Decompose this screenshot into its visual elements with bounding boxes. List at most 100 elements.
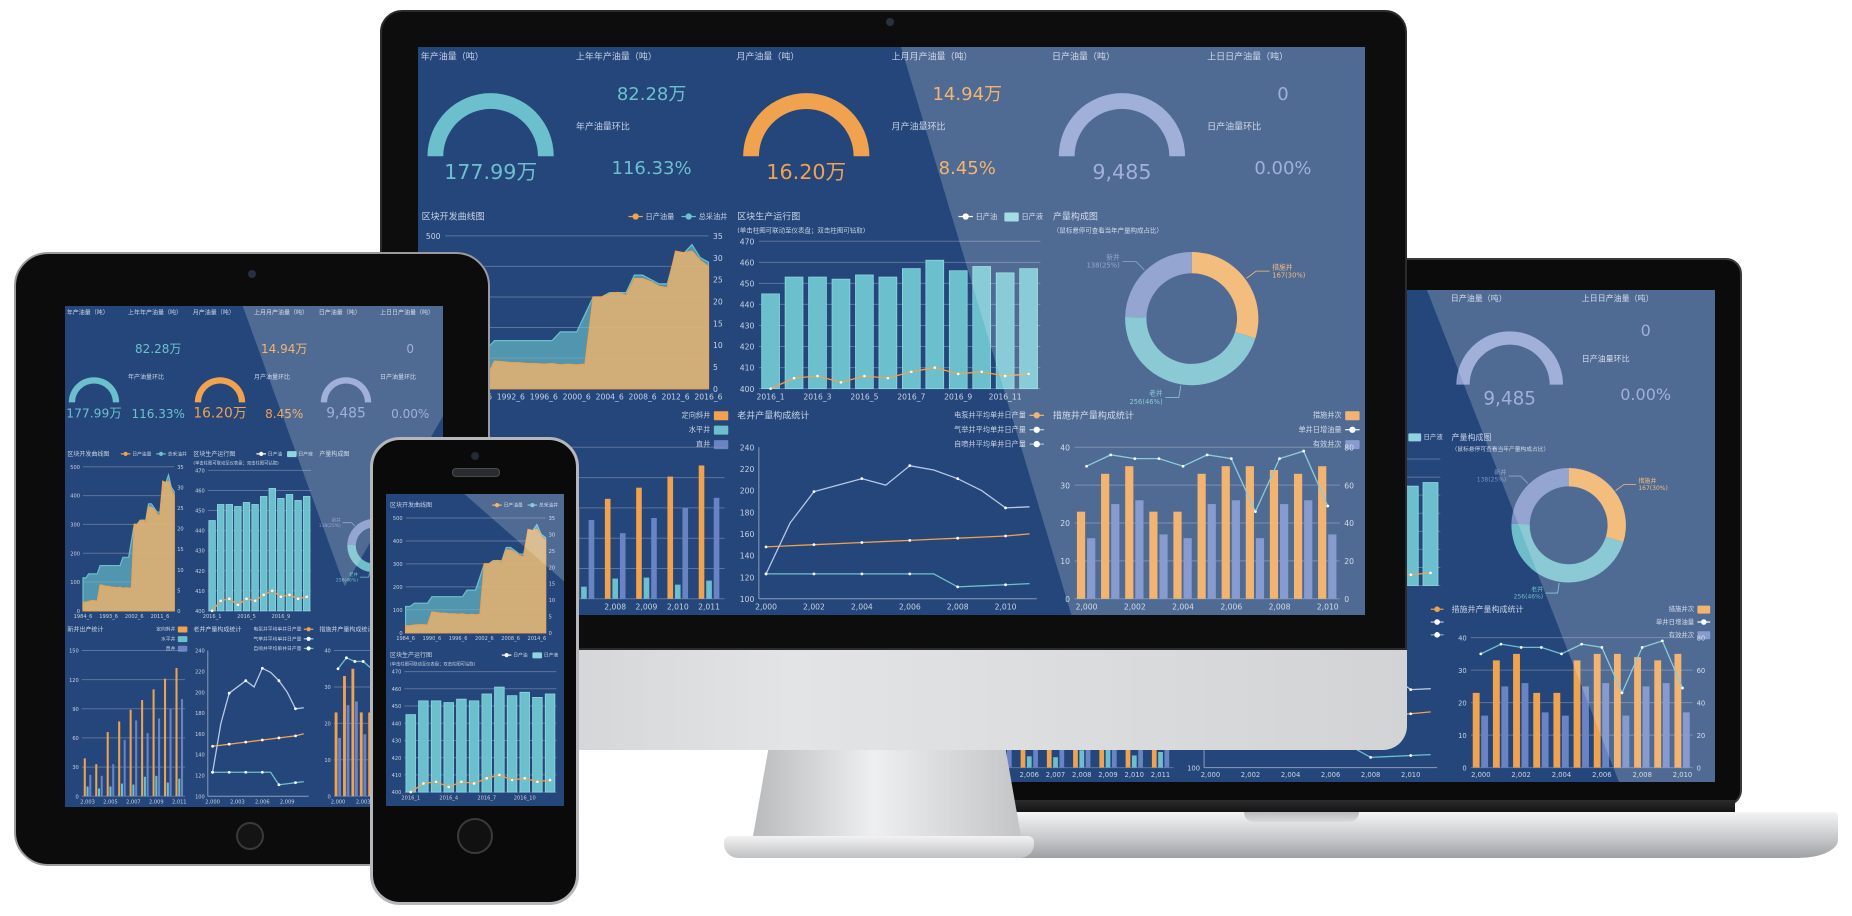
measure-bar[interactable] — [1513, 653, 1520, 768]
bar-horizontal[interactable] — [674, 584, 681, 599]
bar-directional[interactable] — [141, 700, 144, 797]
effective-bar[interactable] — [1662, 683, 1670, 768]
bar-vertical[interactable] — [651, 517, 657, 599]
bar-horizontal[interactable] — [178, 778, 181, 797]
bar-vertical[interactable] — [180, 699, 184, 797]
bar-directional[interactable] — [636, 487, 642, 599]
bar-horizontal[interactable] — [706, 580, 712, 599]
liquid-bar[interactable] — [902, 268, 921, 390]
bar-directional[interactable] — [164, 678, 167, 797]
bar-horizontal[interactable] — [1026, 756, 1032, 768]
pie-slice[interactable] — [1125, 251, 1192, 318]
effective-bar[interactable] — [1561, 715, 1569, 768]
effective-bar[interactable] — [1602, 683, 1610, 768]
liquid-bar[interactable] — [225, 504, 233, 612]
liquid-bar[interactable] — [234, 506, 242, 612]
bar-horizontal[interactable] — [612, 578, 619, 599]
bar-horizontal[interactable] — [581, 586, 587, 599]
bar-directional[interactable] — [152, 689, 155, 797]
liquid-bar[interactable] — [443, 702, 454, 793]
liquid-bar[interactable] — [995, 272, 1015, 390]
liquid-bar[interactable] — [418, 700, 429, 793]
bar-horizontal[interactable] — [643, 577, 650, 599]
measure-bar[interactable] — [1674, 653, 1682, 768]
bar-vertical[interactable] — [158, 718, 161, 797]
liquid-bar[interactable] — [456, 698, 467, 793]
bar-directional[interactable] — [118, 721, 121, 797]
bar-vertical[interactable] — [588, 520, 595, 599]
effective-bar[interactable] — [1582, 686, 1589, 768]
effective-bar[interactable] — [338, 737, 342, 797]
liquid-bar[interactable] — [831, 278, 851, 390]
liquid-bar[interactable] — [481, 693, 492, 793]
liquid-bar[interactable] — [1422, 482, 1439, 586]
effective-bar[interactable] — [1622, 715, 1630, 768]
effective-bar[interactable] — [1541, 712, 1549, 768]
liquid-bar[interactable] — [242, 502, 251, 612]
measure-bar[interactable] — [1293, 473, 1303, 599]
liquid-bar[interactable] — [544, 693, 556, 793]
liquid-bar[interactable] — [519, 691, 530, 793]
effective-bar[interactable] — [1135, 500, 1144, 599]
measure-bar[interactable] — [1173, 511, 1182, 599]
bar-horizontal[interactable] — [120, 783, 123, 797]
bar-horizontal[interactable] — [97, 788, 101, 797]
measure-bar[interactable] — [368, 712, 372, 797]
bar-horizontal[interactable] — [109, 786, 112, 797]
measure-bar[interactable] — [1101, 473, 1110, 599]
bar-horizontal[interactable] — [166, 782, 169, 797]
liquid-bar[interactable] — [268, 488, 276, 612]
bar-directional[interactable] — [106, 732, 109, 797]
bar-horizontal[interactable] — [86, 786, 89, 797]
pie-slice[interactable] — [1125, 316, 1256, 386]
bar-horizontal[interactable] — [1079, 750, 1085, 768]
liquid-bar[interactable] — [808, 276, 827, 390]
effective-bar[interactable] — [1111, 504, 1120, 599]
bar-vertical[interactable] — [619, 533, 626, 599]
liquid-bar[interactable] — [285, 494, 294, 612]
liquid-bar[interactable] — [208, 520, 216, 612]
effective-bar[interactable] — [363, 734, 367, 797]
measure-bar[interactable] — [1245, 466, 1254, 599]
effective-bar[interactable] — [1183, 538, 1192, 599]
bar-directional[interactable] — [83, 758, 86, 797]
measure-bar[interactable] — [343, 676, 346, 797]
liquid-bar[interactable] — [468, 700, 480, 793]
liquid-bar[interactable] — [251, 504, 259, 612]
measure-bar[interactable] — [334, 712, 338, 797]
bar-vertical[interactable] — [1006, 739, 1012, 768]
effective-bar[interactable] — [1231, 500, 1240, 599]
measure-bar[interactable] — [1553, 692, 1561, 768]
pie-slice[interactable] — [347, 518, 374, 546]
pie-slice[interactable] — [1191, 251, 1259, 339]
effective-bar[interactable] — [1642, 686, 1650, 768]
bar-directional[interactable] — [667, 476, 674, 599]
bar-vertical[interactable] — [89, 774, 92, 797]
measure-bar[interactable] — [1076, 511, 1086, 599]
effective-bar[interactable] — [1501, 686, 1509, 768]
measure-bar[interactable] — [1613, 653, 1621, 768]
bar-vertical[interactable] — [135, 720, 138, 797]
home-button[interactable] — [457, 818, 493, 854]
bar-horizontal[interactable] — [155, 775, 158, 797]
effective-bar[interactable] — [1682, 712, 1690, 768]
bar-vertical[interactable] — [682, 507, 689, 599]
effective-bar[interactable] — [354, 701, 358, 797]
liquid-bar[interactable] — [294, 500, 302, 612]
liquid-bar[interactable] — [972, 266, 992, 390]
liquid-bar[interactable] — [405, 714, 416, 793]
liquid-bar[interactable] — [878, 276, 898, 390]
bar-horizontal[interactable] — [143, 776, 146, 797]
bar-horizontal[interactable] — [132, 784, 135, 797]
measure-bar[interactable] — [1197, 473, 1206, 599]
effective-bar[interactable] — [1304, 500, 1313, 599]
bar-vertical[interactable] — [100, 775, 103, 797]
pie-slice[interactable] — [1511, 468, 1569, 525]
measure-bar[interactable] — [1533, 692, 1541, 768]
effective-bar[interactable] — [1207, 504, 1216, 599]
bar-horizontal[interactable] — [1105, 749, 1111, 768]
liquid-bar[interactable] — [277, 498, 285, 612]
effective-bar[interactable] — [1087, 538, 1096, 599]
liquid-bar[interactable] — [948, 270, 968, 390]
measure-bar[interactable] — [1593, 653, 1601, 768]
